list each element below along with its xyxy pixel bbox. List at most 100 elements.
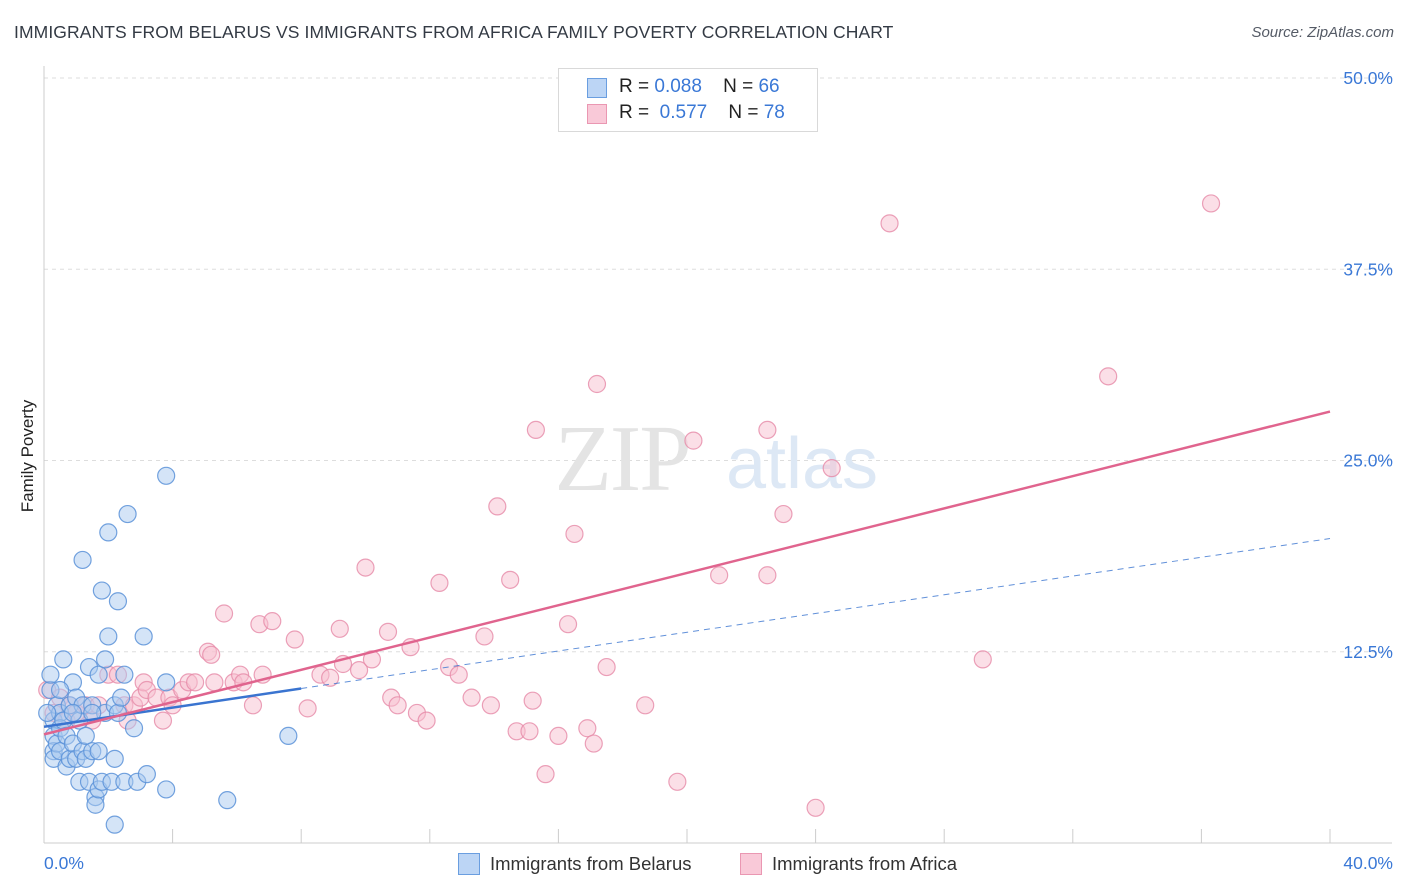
legend-r-value: 0.577	[659, 102, 708, 123]
legend-n-label: N =	[728, 102, 759, 123]
africa-point	[488, 497, 507, 516]
y-tick-label: 25.0%	[1343, 451, 1393, 471]
watermark-layer: ZIP atlas	[555, 407, 879, 511]
belarus-point	[157, 466, 176, 485]
series-swatch-belarus	[458, 853, 480, 875]
points-layer	[38, 194, 1221, 834]
africa-point	[1201, 194, 1221, 213]
belarus-point	[105, 815, 124, 834]
belarus-point	[99, 627, 118, 646]
y-tick-label: 37.5%	[1343, 259, 1393, 279]
labels-layer: 12.5% 25.0% 37.5% 50.0% 0.0% 40.0%	[44, 68, 1393, 873]
africa-point	[520, 722, 539, 741]
africa-point	[243, 696, 263, 715]
belarus-point	[218, 791, 237, 810]
africa-point	[481, 696, 500, 715]
belarus-point	[54, 650, 73, 669]
africa-point	[462, 688, 481, 707]
belarus-point	[86, 795, 105, 814]
africa-point	[758, 566, 777, 585]
belarus-point	[105, 749, 124, 768]
legend-r-label: R =	[619, 76, 650, 97]
africa-point	[822, 459, 841, 478]
belarus-point	[89, 742, 108, 761]
africa-point	[668, 772, 687, 791]
belarus-point	[137, 765, 156, 784]
africa-point	[636, 696, 655, 715]
legend-text-africa: R = 0.577 N = 78	[619, 102, 785, 124]
africa-point	[806, 798, 825, 817]
y-tick-label: 50.0%	[1343, 68, 1393, 88]
belarus-point	[41, 665, 60, 684]
africa-point	[330, 619, 349, 638]
belarus-point	[92, 581, 111, 600]
africa-point	[584, 734, 603, 753]
belarus-point	[95, 650, 115, 669]
africa-point	[526, 420, 545, 439]
africa-point	[501, 570, 520, 589]
africa-point	[536, 765, 555, 784]
trend-layer	[43, 410, 1331, 736]
x-min-label: 0.0%	[44, 853, 84, 873]
africa-point	[1099, 367, 1118, 386]
africa-point	[684, 431, 703, 450]
belarus-point	[124, 719, 144, 738]
belarus-point	[134, 627, 153, 646]
africa-point	[285, 630, 304, 649]
belarus-point	[157, 673, 176, 692]
series-label-belarus: Immigrants from Belarus	[490, 853, 692, 874]
africa-point	[356, 558, 375, 577]
legend-n-value: 66	[758, 76, 780, 97]
legend-n-value: 78	[763, 102, 785, 123]
africa-point	[417, 711, 436, 730]
belarus-point	[99, 523, 118, 542]
belarus-trend-line	[43, 687, 302, 728]
legend-swatch-africa	[587, 104, 607, 124]
africa-point	[321, 668, 340, 687]
africa-point	[549, 726, 568, 746]
legend-text-belarus: R = 0.088 N = 66	[619, 76, 780, 98]
africa-point	[263, 612, 282, 631]
africa-point	[378, 622, 398, 641]
africa-point	[710, 566, 729, 585]
belarus-point	[50, 680, 70, 700]
legend-n-label: N =	[723, 76, 754, 97]
africa-point	[758, 420, 777, 439]
belarus-point	[38, 703, 57, 723]
africa-point	[587, 374, 607, 394]
chart-title: IMMIGRANTS FROM BELARUS VS IMMIGRANTS FR…	[14, 22, 894, 42]
belarus-point	[76, 726, 95, 746]
africa-point	[523, 691, 542, 710]
belarus-point	[112, 688, 131, 707]
y-tick-label: 12.5%	[1343, 642, 1393, 662]
belarus-trend-extension	[301, 538, 1331, 689]
watermark-zip: ZIP	[555, 407, 690, 511]
series-swatch-africa	[740, 853, 762, 875]
watermark-atlas: atlas	[726, 424, 878, 504]
africa-point	[430, 573, 449, 593]
x-max-label: 40.0%	[1343, 853, 1393, 873]
belarus-point	[118, 504, 137, 524]
africa-point	[214, 604, 234, 623]
africa-point	[578, 719, 597, 738]
belarus-point	[115, 665, 134, 684]
africa-point	[597, 657, 616, 677]
belarus-point	[63, 703, 83, 723]
y-axis-label: Family Poverty	[18, 399, 37, 513]
africa-point	[449, 665, 468, 684]
africa-point	[973, 650, 992, 669]
legend-swatch-belarus	[587, 78, 607, 98]
belarus-point	[157, 780, 176, 799]
africa-point	[186, 673, 205, 692]
legend-r-label: R =	[619, 102, 650, 123]
belarus-point	[108, 592, 128, 611]
series-label-africa: Immigrants from Africa	[772, 853, 958, 874]
africa-point	[349, 661, 369, 680]
africa-point	[153, 711, 173, 730]
belarus-point	[89, 665, 108, 684]
africa-point	[388, 696, 407, 715]
africa-point	[298, 699, 317, 718]
source-credit: Source: ZipAtlas.com	[1251, 24, 1394, 41]
africa-point	[205, 673, 224, 692]
